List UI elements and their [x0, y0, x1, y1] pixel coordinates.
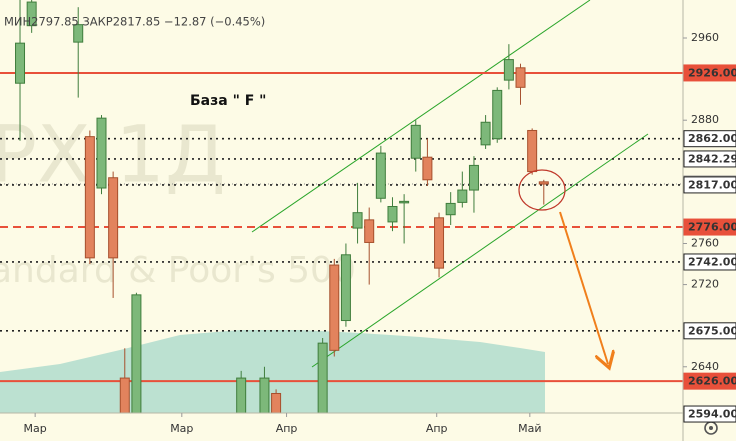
x-tick-label: Апр: [276, 422, 298, 435]
candle-body: [364, 219, 375, 243]
candle-body: [527, 129, 538, 173]
candle-body: [399, 200, 410, 204]
watermark-name: andard & Poor's 500: [0, 250, 356, 291]
candle-body: [259, 377, 270, 413]
candle-body: [445, 202, 456, 216]
candle-body: [271, 392, 282, 413]
candle-body: [468, 164, 479, 191]
x-tick-label: Апр: [426, 422, 448, 435]
candle-body: [84, 136, 95, 259]
level-label-box: [683, 218, 736, 236]
candle-body: [15, 42, 26, 84]
level-label-box: [683, 176, 736, 194]
annotation: База " F ": [190, 93, 266, 109]
candle-body: [503, 59, 514, 81]
axes: 2960 2880 2760 2720 2640 Мар Мар Апр Апр Май 2926.…: [24, 31, 736, 435]
candle-body: [96, 117, 107, 189]
level-label: 2817.00: [688, 178, 736, 191]
level-label: 2675.00: [688, 324, 736, 337]
candle-body: [340, 254, 351, 322]
x-tick-label: Мар: [24, 422, 47, 435]
candle-body: [387, 206, 398, 223]
level-label-box: [683, 405, 736, 423]
ohlc-header: МИН2797.85 ЗАКР2817.85 −12.87 (−0.45%): [4, 15, 265, 29]
candle-body: [480, 121, 491, 146]
candle-body: [317, 342, 328, 413]
level-label: 2594.00: [688, 408, 736, 421]
level-label: 2926.00: [688, 66, 736, 79]
trend-channel-lower: [311, 133, 649, 368]
forecast-arrow: [559, 211, 608, 364]
candle-body: [236, 377, 247, 413]
candle-body: [352, 212, 363, 229]
y-tick-label: 2760: [691, 236, 719, 249]
highlight-circle: [518, 169, 566, 211]
candle-body: [108, 177, 119, 259]
candle-body: [515, 67, 526, 88]
candle-body: [329, 264, 340, 351]
candle-body: [131, 294, 142, 413]
level-label-box: [683, 253, 736, 271]
plot-area: [0, 0, 683, 413]
y-tick-label: 2960: [691, 31, 719, 44]
level-label: 2626.00: [688, 375, 736, 388]
trend-channel-upper: [251, 0, 591, 233]
level-label-box: [683, 150, 736, 168]
candle-body: [119, 377, 130, 413]
candle-body: [434, 217, 445, 269]
y-tick-label: 2720: [691, 278, 719, 291]
candle-body: [492, 89, 503, 140]
candle-body: [457, 189, 468, 203]
y-tick-label: 2880: [691, 113, 719, 126]
level-label: 2742.00: [688, 255, 736, 268]
candle-body: [422, 156, 433, 181]
level-label: 2776.00: [688, 221, 736, 234]
level-label-box: [683, 372, 736, 390]
candle-body: [26, 1, 37, 27]
level-label-box: [683, 64, 736, 82]
level-label: 2842.29: [688, 152, 736, 165]
level-label-box: [683, 322, 736, 340]
candle-body: [538, 181, 549, 185]
level-label-box: [683, 130, 736, 148]
candle-body: [73, 24, 84, 43]
level-label: 2862.00: [688, 132, 736, 145]
candle-body: [375, 152, 386, 199]
candle-body: [410, 124, 421, 159]
x-tick-label: Мар: [170, 422, 193, 435]
x-tick-label: Май: [518, 422, 541, 435]
y-tick-label: 2640: [691, 360, 719, 373]
